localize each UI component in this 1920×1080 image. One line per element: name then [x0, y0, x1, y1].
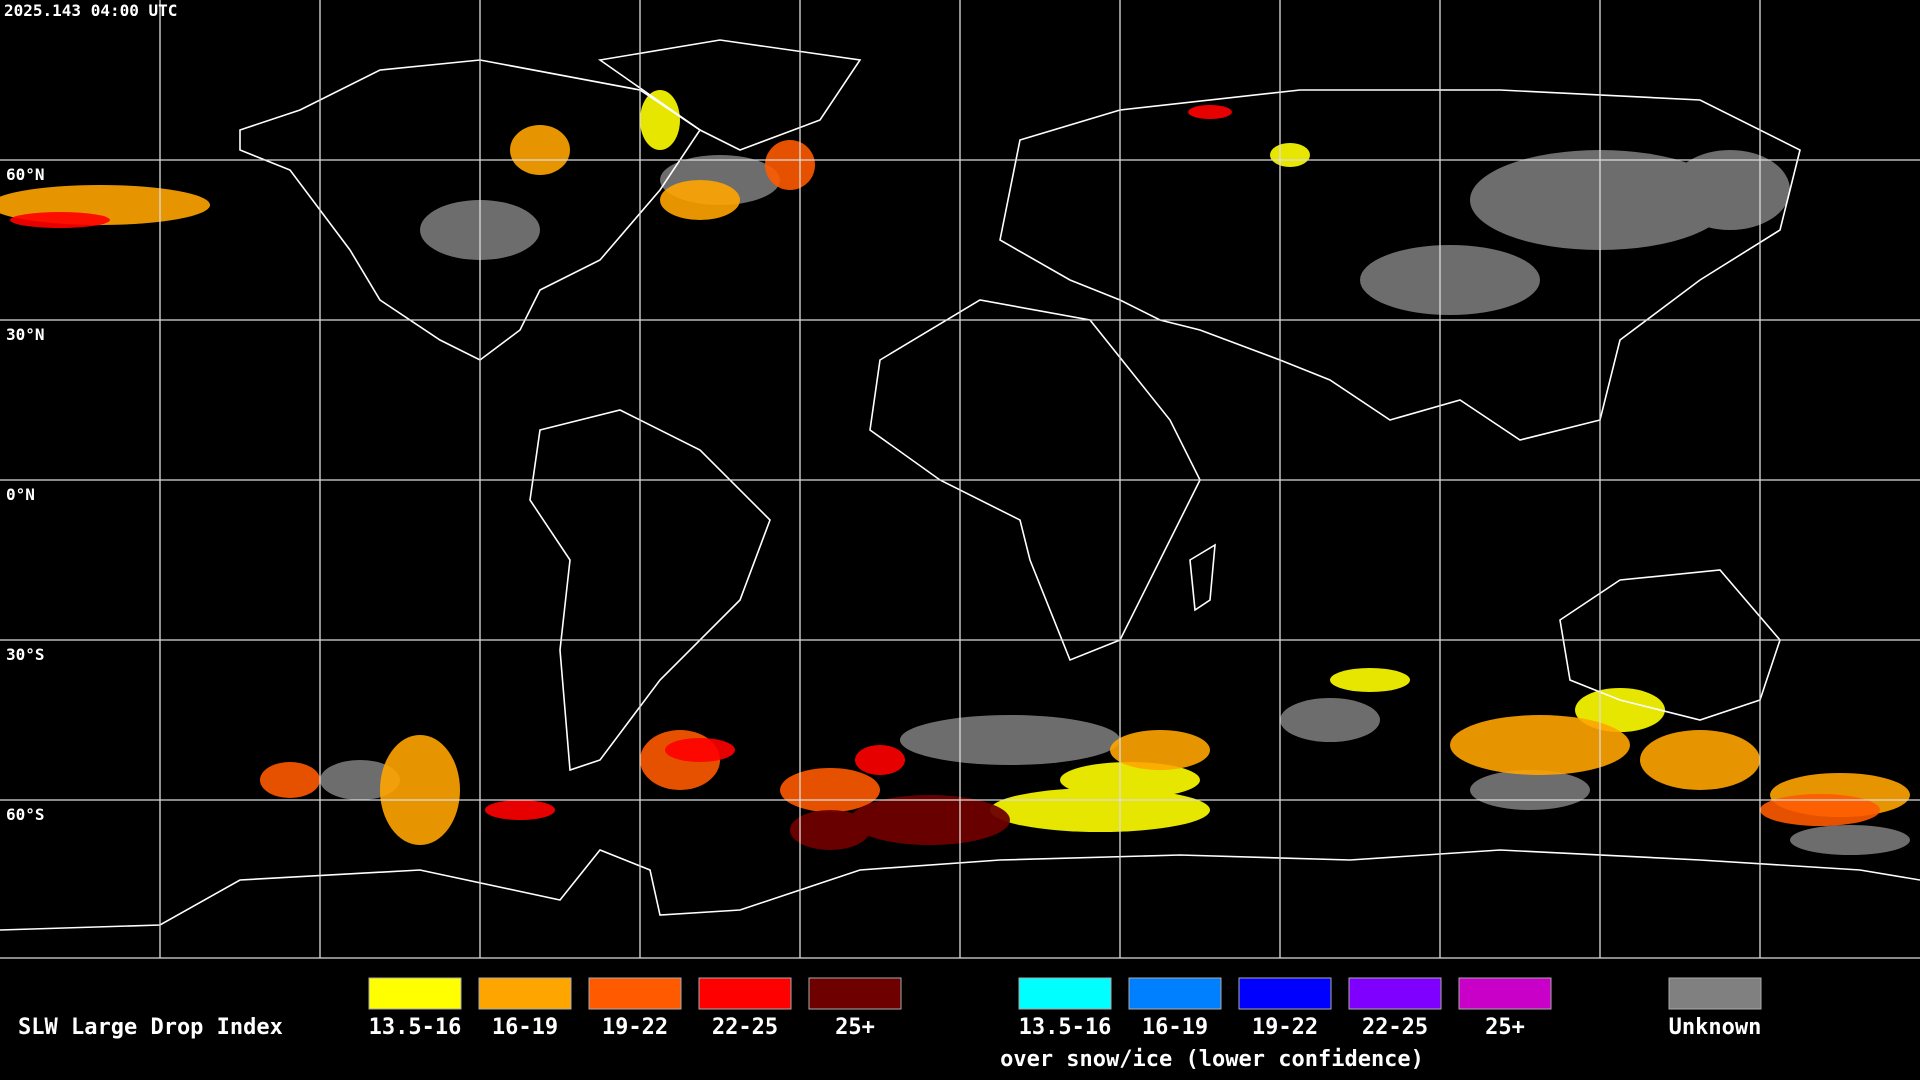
legend-label: 22-25 [1362, 1015, 1428, 1040]
legend-label: 22-25 [712, 1015, 778, 1040]
legend-label: 16-19 [1142, 1015, 1208, 1040]
legend-swatch [368, 977, 462, 1010]
legend-label: 16-19 [492, 1015, 558, 1040]
latitude-label: 60°S [6, 805, 45, 824]
legend-label: 13.5-16 [1019, 1015, 1112, 1040]
legend-swatch [588, 977, 682, 1010]
legend-swatch [1128, 977, 1222, 1010]
legend-swatch [808, 977, 902, 1010]
legend-swatch [1668, 977, 1762, 1010]
legend-title: SLW Large Drop Index [18, 1015, 283, 1040]
legend-swatch [478, 977, 572, 1010]
legend-panel [0, 958, 1920, 1080]
timestamp: 2025.143 04:00 UTC [4, 1, 177, 20]
labels: 2025.143 04:00 UTC 60°N 30°N 0°N 30°S 60°S [4, 1, 177, 824]
legend-swatch [1018, 977, 1112, 1010]
latitude-label: 0°N [6, 485, 35, 504]
latitude-label: 60°N [6, 165, 45, 184]
legend-swatch [698, 977, 792, 1010]
latitude-label: 30°N [6, 325, 45, 344]
snow-ice-note: over snow/ice (lower confidence) [1000, 1047, 1424, 1072]
graticule [0, 0, 1920, 958]
latitude-label: 30°S [6, 645, 45, 664]
legend-label: 25+ [1485, 1015, 1525, 1040]
legend-label: Unknown [1669, 1015, 1762, 1040]
legend-label: 13.5-16 [369, 1015, 462, 1040]
legend-swatch [1348, 977, 1442, 1010]
legend-swatch [1458, 977, 1552, 1010]
legend: SLW Large Drop Index over snow/ice (lowe… [18, 977, 1762, 1072]
legend-label: 19-22 [1252, 1015, 1318, 1040]
legend-swatch [1238, 977, 1332, 1010]
legend-label: 25+ [835, 1015, 875, 1040]
legend-label: 19-22 [602, 1015, 668, 1040]
